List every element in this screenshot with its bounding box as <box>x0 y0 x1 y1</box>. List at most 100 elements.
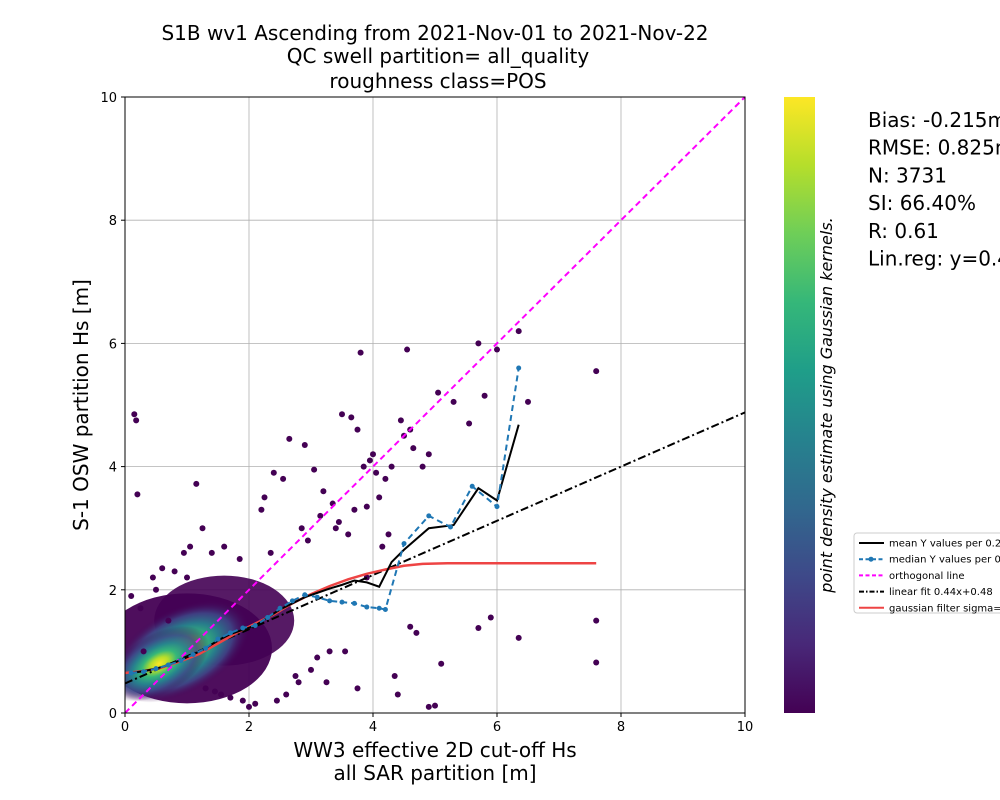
chart-title-line-3: roughness class=POS <box>329 69 546 93</box>
scatter-point <box>432 702 438 709</box>
scatter-point <box>301 442 308 449</box>
scatter-point <box>308 666 314 673</box>
scatter-point <box>140 648 147 655</box>
median-marker <box>178 658 184 664</box>
scatter-point <box>376 494 383 501</box>
stat-line: N: 3731 <box>868 163 947 187</box>
scatter-point <box>326 648 333 655</box>
median-marker <box>426 513 432 519</box>
median-marker <box>289 598 295 604</box>
scatter-point <box>435 389 442 396</box>
scatter-point <box>298 525 305 532</box>
scatter-point <box>388 463 395 470</box>
scatter-point <box>354 426 361 433</box>
scatter-point <box>366 457 373 464</box>
scatter-point <box>339 411 345 418</box>
median-marker <box>376 605 382 611</box>
y-tick-label: 2 <box>109 584 117 599</box>
legend-entry: gaussian filter sigma=2 <box>889 603 1000 614</box>
scatter-point <box>292 673 299 680</box>
scatter-point <box>236 556 243 562</box>
scatter-point <box>360 463 367 470</box>
median-marker <box>203 645 209 651</box>
scatter-point <box>137 605 144 612</box>
scatter-point <box>187 543 194 550</box>
scatter-point <box>413 629 420 636</box>
chart-title-line-2: QC swell partition= all_quality <box>287 44 590 68</box>
scatter-point <box>184 574 190 581</box>
median-marker <box>153 666 159 672</box>
scatter-point <box>239 697 246 704</box>
scatter-point <box>320 488 327 495</box>
scatter-point <box>515 634 522 641</box>
scatter-point <box>391 673 398 680</box>
stat-line: Lin.reg: y=0.44x+0.48 <box>868 247 1000 271</box>
scatter-point <box>466 420 473 427</box>
scatter-point <box>348 414 355 421</box>
scatter-point <box>419 463 426 470</box>
legend-marker <box>868 556 874 562</box>
median-marker <box>364 604 370 610</box>
scatter-point <box>133 417 140 424</box>
scatter-point <box>218 691 225 698</box>
scatter-point <box>385 531 392 538</box>
legend-box <box>853 532 1000 614</box>
scatter-point <box>382 475 389 482</box>
x-tick-label: 6 <box>493 720 501 735</box>
scatter-point <box>425 451 432 458</box>
scatter-point <box>211 688 218 695</box>
stat-line: RMSE: 0.825m <box>868 136 1000 160</box>
scatter-point <box>286 435 293 442</box>
median-marker <box>314 594 320 600</box>
scatter-point <box>128 592 135 599</box>
median-marker <box>277 605 283 611</box>
scatter-point <box>295 679 302 686</box>
x-tick-label: 8 <box>617 720 625 735</box>
scatter-point <box>149 574 156 581</box>
scatter-point <box>193 480 200 487</box>
x-tick-label: 4 <box>369 720 377 735</box>
colorbar-gradient <box>784 97 815 713</box>
median-marker <box>227 630 233 636</box>
scatter-point <box>199 525 206 532</box>
scatter-point <box>425 703 432 710</box>
scatter-point <box>317 512 324 519</box>
scatter-point <box>379 543 386 550</box>
x-tick-label: 2 <box>245 720 253 735</box>
median-marker <box>215 636 221 642</box>
y-tick-label: 8 <box>109 214 117 229</box>
median-marker <box>128 670 134 676</box>
median-marker <box>351 600 357 606</box>
median-marker <box>165 662 171 668</box>
scatter-point <box>180 549 187 556</box>
median-marker <box>382 607 388 613</box>
legend: mean Y values per 0.2 m bin median Y valu… <box>853 532 1000 614</box>
y-tick-label: 6 <box>109 337 117 352</box>
median-marker <box>339 599 345 605</box>
scatter-point <box>487 614 494 621</box>
scatter-point <box>357 349 364 356</box>
scatter-point <box>351 506 358 513</box>
stat-line: SI: 66.40% <box>868 191 976 215</box>
scatter-point <box>283 691 290 698</box>
scatter-point <box>593 617 600 624</box>
series-line-1 <box>131 367 520 674</box>
scatter-point <box>134 491 141 498</box>
y-axis-label: S-1 OSW partition Hs [m] <box>69 279 93 531</box>
colorbar <box>784 97 815 713</box>
scatter-point <box>397 417 404 424</box>
scatter-point <box>450 398 457 405</box>
legend-entry: mean Y values per 0.2 m bin <box>889 539 1000 550</box>
colorbar-label: point density estimate using Gaussian ke… <box>817 217 836 593</box>
scatter-point <box>494 346 500 353</box>
scatter-point <box>525 398 531 405</box>
scatter-point <box>159 565 166 572</box>
scatter-point <box>311 466 318 473</box>
scatter-point <box>267 549 274 556</box>
y-tick-label: 4 <box>109 461 117 476</box>
scatter-point <box>131 411 138 418</box>
scatter-point <box>475 624 482 631</box>
median-marker <box>516 365 522 371</box>
scatter-point <box>153 586 159 593</box>
